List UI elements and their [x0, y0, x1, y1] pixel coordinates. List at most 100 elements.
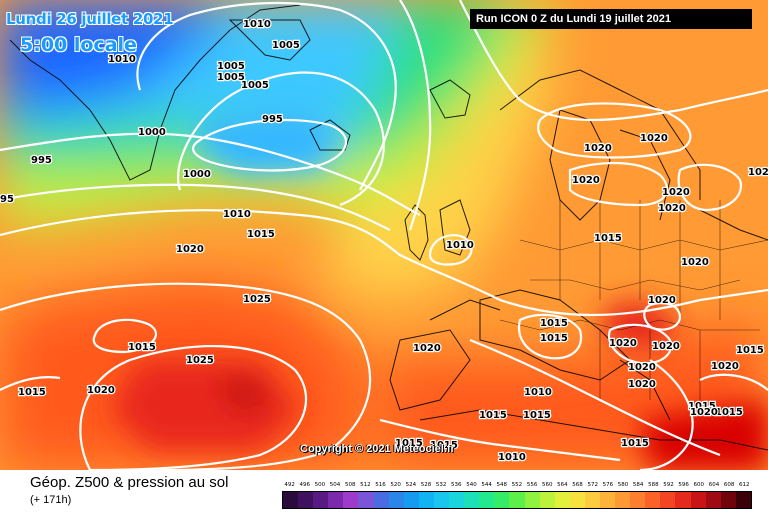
scale-swatch	[283, 492, 299, 508]
scale-tick-label: 556	[526, 482, 538, 488]
scale-tick-label: 500	[314, 482, 326, 488]
scale-tick-label: 540	[466, 482, 477, 488]
forecast-lead-time: (+ 171h)	[30, 494, 72, 506]
scale-tick-label: 504	[329, 482, 341, 488]
isobar-label: 1020	[652, 341, 680, 352]
geopotential-field	[0, 0, 768, 470]
isobar-label: 1000	[138, 127, 166, 138]
scale-tick-label: 564	[557, 482, 568, 488]
isobar-label: 1020	[681, 257, 709, 268]
isobar-label: 1020	[640, 133, 668, 144]
scale-tick-label: 548	[496, 482, 508, 488]
isobar-label: 95	[0, 194, 14, 205]
isobar-label: 1015	[621, 438, 649, 449]
scale-swatch	[358, 492, 374, 508]
scale-swatch	[554, 492, 570, 508]
isobar-label: 1015	[715, 407, 743, 418]
scale-tick-label: 552	[511, 482, 523, 488]
scale-swatch	[720, 492, 736, 508]
isobar-label: 1020	[87, 385, 115, 396]
model-run-label: Run ICON 0 Z du Lundi 19 juillet 2021	[470, 9, 752, 29]
isobar-label: 1020	[176, 244, 204, 255]
local-time: 5:00 locale	[20, 34, 137, 56]
scale-tick-label: 608	[723, 482, 735, 488]
map-title: Géop. Z500 & pression au sol	[30, 474, 229, 491]
scale-tick-label: 600	[693, 482, 705, 488]
isobar-label: 1005	[241, 80, 269, 91]
isobar-label: 1020	[572, 175, 600, 186]
isobars	[0, 0, 768, 470]
isobar-label: 1005	[217, 61, 245, 72]
scale-tick-label: 604	[708, 482, 720, 488]
scale-swatch	[569, 492, 585, 508]
scale-tick-label: 544	[481, 482, 492, 488]
scale-swatch	[675, 492, 691, 508]
scale-tick-label: 596	[678, 482, 689, 488]
isobar-label: 1020	[658, 203, 686, 214]
scale-swatch	[479, 492, 495, 508]
scale-tick-label: 520	[390, 482, 401, 488]
isobar-label: 1015	[594, 233, 622, 244]
isobar-label: 1020	[609, 338, 637, 349]
scale-swatch	[630, 492, 646, 508]
scale-tick-label: 612	[739, 482, 750, 488]
isobar-label: 1010	[498, 452, 526, 463]
scale-swatch	[615, 492, 631, 508]
scale-tick-label: 592	[663, 482, 674, 488]
scale-tick-label: 532	[435, 482, 447, 488]
scale-swatch	[660, 492, 676, 508]
isobar-label: 1015	[540, 318, 568, 329]
scale-swatch	[705, 492, 721, 508]
isobar-label: 1010	[524, 387, 552, 398]
scale-swatch	[539, 492, 555, 508]
scale-swatch	[464, 492, 480, 508]
scale-swatch	[509, 492, 525, 508]
scale-tick-label: 580	[617, 482, 629, 488]
isobar-label: 1005	[217, 72, 245, 83]
scale-tick-label: 512	[360, 482, 371, 488]
isobar-label: 1015	[479, 410, 507, 421]
color-scale: 492 496 500 504 508 512 516 520 524 528 532 536 540 5…	[282, 479, 752, 511]
scale-swatch	[328, 492, 344, 508]
scale-tick-label: 524	[405, 482, 417, 488]
isobar-label: 1010	[446, 240, 474, 251]
scale-swatch	[403, 492, 419, 508]
scale-swatch	[418, 492, 434, 508]
forecast-date: Lundi 26 juillet 2021	[6, 10, 174, 28]
scale-swatch	[690, 492, 706, 508]
scale-swatch	[433, 492, 450, 508]
scale-swatch	[494, 492, 510, 508]
scale-tick-label: 584	[632, 482, 644, 488]
coastlines	[9, 4, 768, 451]
scale-swatch	[313, 492, 329, 508]
isobar-label: 1020	[711, 361, 739, 372]
isobar-label: 1000	[183, 169, 211, 180]
country-borders	[499, 200, 768, 400]
scale-tick-label: 568	[572, 482, 583, 488]
scale-swatch	[449, 492, 465, 508]
scale-swatch	[645, 492, 661, 508]
isobar-label: 995	[31, 155, 52, 166]
pressure-labels: 1010 1010 1005 1005 1005 1005 995 1000 9…	[0, 18, 768, 465]
scale-swatch	[735, 492, 751, 508]
scale-tick-label: 576	[602, 482, 614, 488]
isobar-label: 1010	[223, 209, 251, 220]
isobar-label: 1020	[648, 295, 676, 306]
isobar-label: 1020	[413, 343, 441, 354]
scale-swatch	[599, 492, 616, 508]
scale-tick-label: 572	[587, 482, 598, 488]
isobar-label: 1020	[628, 362, 656, 373]
isobar-label: 1020	[662, 187, 690, 198]
scale-tick-label: 492	[284, 482, 295, 488]
weather-map: 1010 1010 1005 1005 1005 1005 995 1000 9…	[0, 0, 768, 470]
scale-swatch	[524, 492, 540, 508]
scale-tick-label: 528	[420, 482, 432, 488]
scale-swatch	[584, 492, 600, 508]
scale-swatch	[298, 492, 314, 508]
isobar-label: 1020	[628, 379, 656, 390]
scale-swatch	[343, 492, 359, 508]
isobar-label: 995	[262, 114, 283, 125]
isobar-label: 1015	[736, 345, 764, 356]
copyright: Copyright © 2021 Meteociel.fr	[300, 443, 455, 455]
scale-tick-label: 560	[541, 482, 553, 488]
